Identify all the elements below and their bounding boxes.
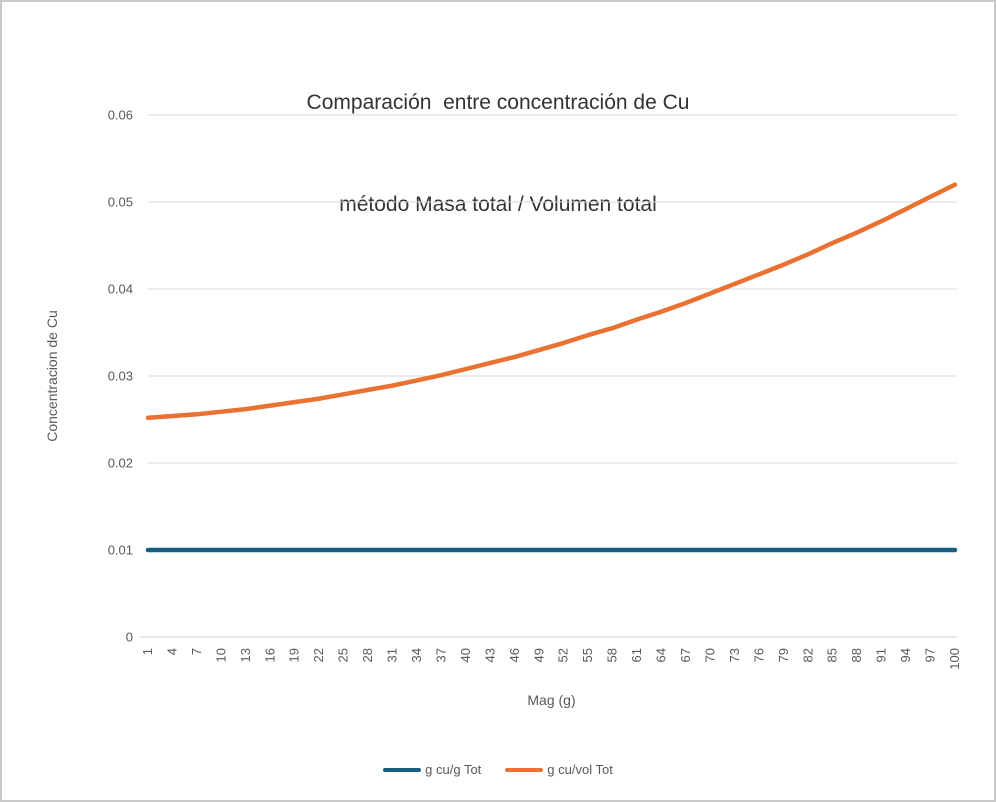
x-tick-label: 76: [751, 648, 766, 662]
x-tick-label: 79: [776, 648, 791, 662]
x-tick-label: 58: [605, 648, 620, 662]
legend-item-mass[interactable]: g cu/g Tot: [383, 762, 481, 777]
x-tick-label: 7: [189, 648, 204, 655]
y-tick-label: 0.02: [108, 456, 133, 471]
series-line-g-cu-vol-tot[interactable]: [145, 182, 958, 421]
x-tick-label: 43: [482, 648, 497, 662]
legend-swatch-volume: [505, 767, 544, 772]
x-tick-label: 85: [825, 648, 840, 662]
x-tick-label: 52: [556, 648, 571, 662]
x-tick-label: 16: [262, 648, 277, 662]
chart-title: Comparación entre concentración de Cu mé…: [2, 18, 994, 290]
x-tick-label: 64: [654, 648, 669, 662]
x-tick-label: 46: [507, 648, 522, 662]
y-axis-title: Concentracion de Cu: [44, 310, 60, 442]
x-tick-label: 31: [385, 648, 400, 662]
y-tick-label: 0.03: [108, 369, 133, 384]
y-tick-label: 0.05: [108, 195, 133, 210]
x-tick-label: 91: [874, 648, 889, 662]
x-tick-label: 73: [727, 648, 742, 662]
x-tick-label: 34: [409, 648, 424, 662]
x-tick-label: 61: [629, 648, 644, 662]
x-tick-label: 1: [140, 648, 155, 655]
y-tick-label: 0: [126, 630, 133, 645]
legend-label-volume: g cu/vol Tot: [547, 762, 613, 777]
y-tick-label: 0.04: [108, 282, 133, 297]
y-tick-label: 0.01: [108, 543, 133, 558]
y-tick-label: 0.06: [108, 108, 133, 123]
x-tick-label: 25: [336, 648, 351, 662]
x-tick-label: 28: [360, 648, 375, 662]
x-axis-title: Mag (g): [527, 692, 576, 708]
legend-swatch-mass: [383, 767, 422, 772]
chart-title-line1: Comparación entre concentración de Cu: [306, 91, 690, 114]
x-tick-label: 100: [947, 648, 962, 670]
x-tick-label: 67: [678, 648, 693, 662]
x-tick-label: 40: [458, 648, 473, 662]
x-tick-label: 4: [165, 648, 180, 655]
legend: g cu/g Tot g cu/vol Tot: [2, 762, 994, 777]
x-tick-label: 19: [287, 648, 302, 662]
legend-label-mass: g cu/g Tot: [425, 762, 482, 777]
x-tick-label: 13: [238, 648, 253, 662]
x-tick-label: 88: [849, 648, 864, 662]
legend-item-volume[interactable]: g cu/vol Tot: [505, 762, 613, 777]
x-tick-label: 22: [311, 648, 326, 662]
x-tick-label: 37: [434, 648, 449, 662]
chart-title-line2: método Masa total / Volumen total: [339, 193, 657, 216]
x-tick-label: 10: [213, 648, 228, 662]
x-tick-label: 70: [703, 648, 718, 662]
x-tick-label: 55: [580, 648, 595, 662]
x-tick-label: 97: [923, 648, 938, 662]
x-tick-label: 94: [898, 648, 913, 662]
x-tick-label: 49: [531, 648, 546, 662]
x-tick-label: 82: [800, 648, 815, 662]
